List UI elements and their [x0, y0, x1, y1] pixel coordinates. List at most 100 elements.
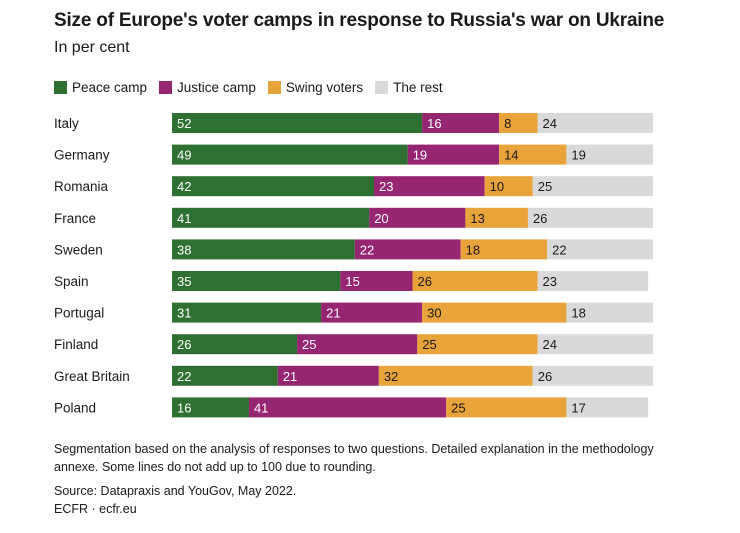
country-label-spain: Spain — [54, 274, 89, 289]
value-label-peace-camp-italy: 52 — [177, 116, 191, 131]
bar-justice-camp-romania — [374, 176, 485, 197]
credit-note: ECFR · ecfr.eu — [54, 502, 137, 516]
legend: Peace camp Justice camp Swing voters The… — [54, 80, 455, 95]
bar-swing-voters-france — [465, 207, 528, 228]
bar-swing-voters-sweden — [460, 239, 548, 260]
bar-the-rest-spain — [537, 271, 649, 291]
value-label-swing-voters-spain: 26 — [418, 274, 432, 289]
bar-swing-voters-finland — [417, 334, 538, 355]
bar-peace-camp-great-britain — [172, 365, 278, 386]
legend-label-justice-camp: Justice camp — [177, 80, 256, 95]
bar-peace-camp-romania — [172, 176, 375, 197]
bar-peace-camp-germany — [172, 144, 408, 165]
bar-peace-camp-italy — [172, 113, 423, 133]
value-label-the-rest-france: 26 — [533, 211, 547, 226]
bar-justice-camp-great-britain — [277, 365, 379, 386]
chart-title: Size of Europe's voter camps in response… — [54, 10, 665, 31]
bar-the-rest-finland — [537, 334, 653, 355]
value-label-peace-camp-poland: 16 — [177, 400, 191, 415]
legend-item-swing-voters: Swing voters — [267, 80, 364, 95]
country-label-germany: Germany — [54, 148, 110, 163]
country-label-finland: Finland — [54, 337, 98, 352]
bar-swing-voters-poland — [446, 397, 567, 418]
value-label-the-rest-spain: 23 — [543, 274, 557, 289]
value-label-swing-voters-poland: 25 — [451, 400, 465, 415]
bar-the-rest-italy — [537, 113, 653, 133]
value-label-swing-voters-finland: 25 — [422, 337, 436, 352]
value-label-peace-camp-romania: 42 — [177, 179, 191, 194]
bar-peace-camp-portugal — [172, 302, 322, 323]
bar-the-rest-portugal — [566, 302, 653, 323]
bar-swing-voters-romania — [484, 176, 533, 197]
country-label-portugal: Portugal — [54, 306, 104, 321]
value-label-the-rest-finland: 24 — [543, 337, 557, 352]
legend-item-the-rest: The rest — [375, 80, 443, 95]
legend-label-the-rest: The rest — [393, 80, 443, 95]
value-label-justice-camp-portugal: 21 — [326, 306, 340, 321]
value-label-justice-camp-germany: 19 — [413, 148, 427, 163]
bar-justice-camp-france — [369, 207, 466, 228]
value-label-justice-camp-italy: 16 — [427, 116, 441, 131]
bar-swing-voters-great-britain — [378, 365, 533, 386]
value-label-the-rest-great-britain: 26 — [538, 369, 552, 384]
value-label-swing-voters-romania: 10 — [490, 179, 504, 194]
value-label-swing-voters-italy: 8 — [504, 116, 511, 131]
value-label-the-rest-portugal: 18 — [571, 306, 585, 321]
legend-swatch-peace-camp — [54, 81, 67, 94]
value-label-justice-camp-romania: 23 — [379, 179, 393, 194]
bar-justice-camp-italy — [422, 113, 500, 133]
value-label-peace-camp-germany: 49 — [177, 148, 191, 163]
country-label-france: France — [54, 211, 96, 226]
bar-peace-camp-spain — [172, 271, 341, 291]
bar-the-rest-germany — [566, 144, 653, 165]
legend-label-peace-camp: Peace camp — [72, 80, 148, 95]
bar-justice-camp-germany — [407, 144, 500, 165]
value-label-justice-camp-great-britain: 21 — [283, 369, 297, 384]
bar-the-rest-sweden — [547, 239, 653, 260]
legend-item-justice-camp: Justice camp — [159, 80, 256, 95]
value-label-peace-camp-france: 41 — [177, 211, 191, 226]
value-label-justice-camp-sweden: 22 — [360, 242, 374, 257]
bar-justice-camp-spain — [340, 271, 413, 291]
country-label-great-britain: Great Britain — [54, 369, 130, 384]
bar-the-rest-poland — [566, 397, 649, 418]
country-label-italy: Italy — [54, 116, 79, 131]
legend-label-swing-voters: Swing voters — [285, 80, 364, 95]
value-label-swing-voters-portugal: 30 — [427, 306, 441, 321]
bar-peace-camp-finland — [172, 334, 298, 355]
country-label-romania: Romania — [54, 179, 109, 194]
value-label-peace-camp-great-britain: 22 — [177, 369, 191, 384]
bar-swing-voters-spain — [412, 271, 538, 291]
value-label-peace-camp-spain: 35 — [177, 274, 191, 289]
bar-justice-camp-sweden — [354, 239, 461, 260]
value-label-swing-voters-great-britain: 32 — [384, 369, 398, 384]
legend-swatch-justice-camp — [159, 81, 173, 94]
bar-the-rest-great-britain — [532, 365, 653, 386]
value-label-the-rest-romania: 25 — [538, 179, 552, 194]
value-label-swing-voters-germany: 14 — [504, 148, 518, 163]
footnote: Segmentation based on the analysis of re… — [54, 442, 654, 474]
bar-the-rest-france — [527, 207, 653, 228]
value-label-justice-camp-spain: 15 — [345, 274, 359, 289]
value-label-peace-camp-finland: 26 — [177, 337, 191, 352]
bar-swing-voters-portugal — [422, 302, 567, 323]
country-label-poland: Poland — [54, 400, 96, 415]
value-label-peace-camp-sweden: 38 — [177, 242, 191, 257]
value-label-swing-voters-sweden: 18 — [466, 242, 480, 257]
bar-justice-camp-poland — [248, 397, 447, 418]
value-label-justice-camp-poland: 41 — [254, 400, 268, 415]
value-label-the-rest-poland: 17 — [571, 400, 585, 415]
value-label-the-rest-italy: 24 — [543, 116, 557, 131]
source-note: Source: Datapraxis and YouGov, May 2022. — [54, 484, 297, 498]
value-label-the-rest-sweden: 22 — [552, 242, 566, 257]
country-label-sweden: Sweden — [54, 242, 103, 257]
bar-swing-voters-italy — [499, 113, 538, 133]
value-label-peace-camp-portugal: 31 — [177, 306, 191, 321]
bar-peace-camp-poland — [172, 397, 249, 418]
legend-swatch-the-rest — [375, 81, 389, 94]
bar-the-rest-romania — [532, 176, 653, 197]
value-label-the-rest-germany: 19 — [571, 148, 585, 163]
bar-peace-camp-france — [172, 207, 370, 228]
value-label-swing-voters-france: 13 — [470, 211, 484, 226]
